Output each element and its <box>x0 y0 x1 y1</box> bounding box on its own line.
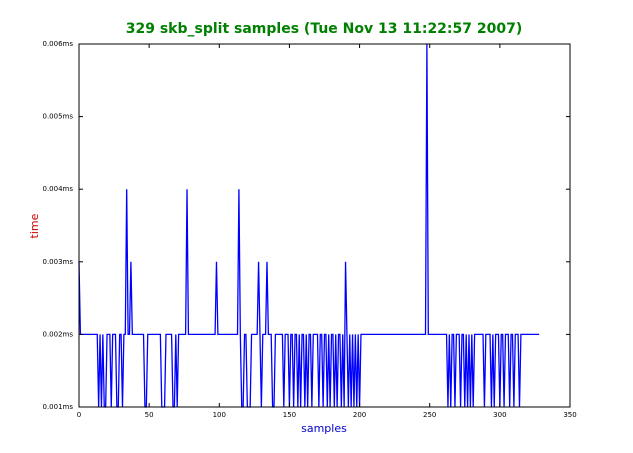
y-tick-label: 0.004ms <box>42 185 73 193</box>
y-tick-label: 0.003ms <box>42 258 73 266</box>
x-tick-label: 50 <box>145 411 154 419</box>
y-axis-label: time <box>28 213 41 238</box>
x-tick-label: 100 <box>213 411 226 419</box>
chart-title: 329 skb_split samples (Tue Nov 13 11:22:… <box>126 21 523 37</box>
x-tick-label: 250 <box>423 411 436 419</box>
x-tick-label: 350 <box>563 411 576 419</box>
x-tick-label: 300 <box>493 411 506 419</box>
y-tick-label: 0.002ms <box>42 330 73 338</box>
x-tick-label: 200 <box>353 411 366 419</box>
plot-frame <box>78 43 571 408</box>
x-tick-label: 150 <box>283 411 296 419</box>
x-tick-label: 0 <box>77 411 81 419</box>
y-tick-label: 0.001ms <box>42 403 73 411</box>
data-line <box>78 43 540 408</box>
x-axis-label: samples <box>301 422 347 435</box>
y-tick-label: 0.006ms <box>42 40 73 48</box>
y-tick-label: 0.005ms <box>42 113 73 121</box>
